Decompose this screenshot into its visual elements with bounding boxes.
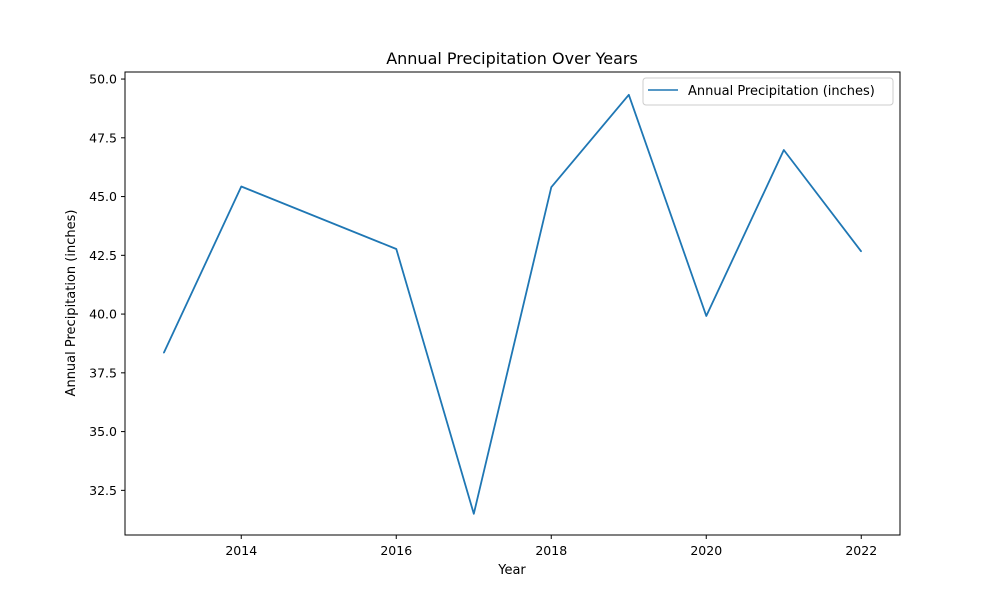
x-tick-label: 2022 (845, 543, 877, 558)
chart-title: Annual Precipitation Over Years (386, 49, 638, 68)
y-tick-label: 42.5 (89, 248, 117, 263)
data-point (783, 149, 785, 151)
y-tick-label: 32.5 (89, 483, 117, 498)
series-line (162, 93, 863, 515)
x-axis-label: Year (497, 563, 526, 578)
legend-box (642, 77, 894, 106)
data-point (860, 250, 862, 253)
legend: Annual Precipitation (inches) (642, 77, 894, 106)
plot-frame (124, 71, 901, 536)
legend-label: Annual Precipitation (inches) (688, 84, 875, 99)
data-point (705, 315, 707, 317)
y-tick-label: 37.5 (89, 365, 117, 380)
x-tick-label: 2016 (380, 543, 412, 558)
x-axis-ticks: 2014 2016 2018 2020 2022 (225, 535, 877, 558)
y-tick-label: 50.0 (89, 72, 117, 87)
data-point (163, 352, 165, 354)
data-point (395, 248, 397, 250)
x-tick-label: 2020 (690, 543, 722, 558)
data-point (628, 94, 630, 96)
data-point (240, 185, 242, 188)
x-tick-label: 2018 (535, 543, 567, 558)
y-tick-label: 40.0 (89, 307, 117, 322)
y-axis-ticks: 32.5 35.0 37.5 40.0 42.5 45.0 47.5 50.0 (89, 72, 125, 498)
y-tick-label: 35.0 (89, 424, 117, 439)
series-layer (162, 93, 863, 515)
data-point (550, 186, 552, 188)
y-axis-label: Annual Precipitation (inches) (64, 210, 79, 397)
y-tick-label: 47.5 (89, 130, 117, 145)
data-point (473, 513, 475, 515)
x-tick-label: 2014 (225, 543, 257, 558)
y-tick-label: 45.0 (89, 189, 117, 204)
